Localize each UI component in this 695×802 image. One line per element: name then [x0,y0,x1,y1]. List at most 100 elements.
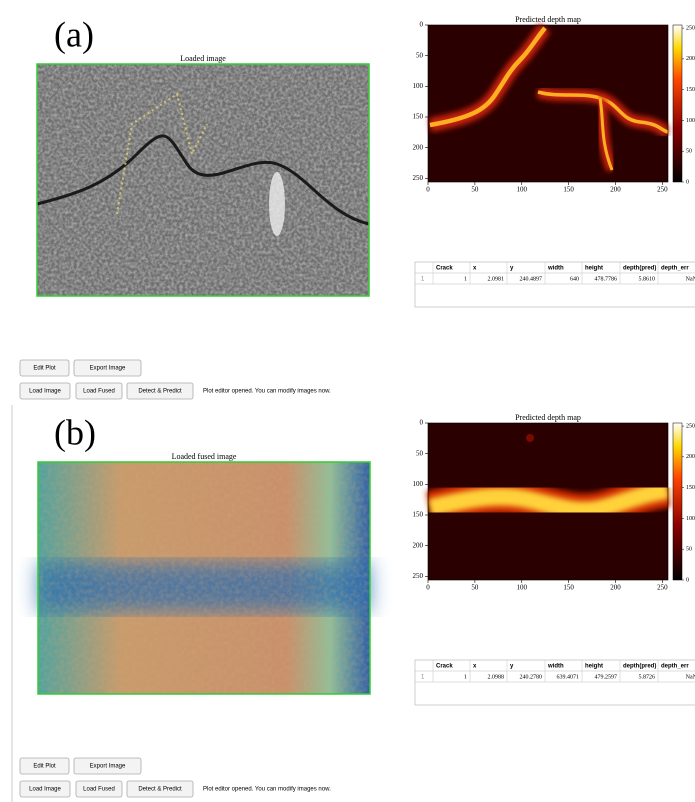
button[interactable]: Detect & Predict [127,781,193,797]
colorbar-tick-label: 100 [686,118,695,124]
column-header: depth_err [661,664,689,670]
colorbar-tick-label: 250 [686,25,695,31]
table-cell: 479.2597 [595,674,618,680]
y-tick-label: 100 [413,480,424,488]
x-tick-label: 100 [517,186,528,194]
table-cell: NaN [686,276,695,282]
button[interactable]: Load Image [20,781,70,797]
colorbar-tick-label: 0 [686,577,689,583]
button[interactable]: Export Image [74,360,141,376]
y-tick-label: 50 [416,449,424,457]
screenshot: (a)Loaded imagePredicted depth map050100… [0,0,695,802]
x-tick-label: 250 [657,186,668,194]
depth-map-title: Predicted depth map [515,15,581,24]
button-label[interactable]: Export Image [90,764,126,770]
y-tick-label: 200 [413,541,424,549]
panel-label: (b) [54,412,96,452]
column-header: Crack [436,664,453,670]
y-tick-label: 200 [413,143,424,151]
button-label[interactable]: Load Image [29,787,61,793]
table-cell: 5.8726 [639,674,656,680]
button-label[interactable]: Detect & Predict [138,787,182,793]
y-tick-label: 0 [420,419,424,427]
x-tick-label: 100 [517,584,528,592]
colorbar [673,25,682,182]
column-header: depth_err [661,266,689,272]
y-tick-label: 150 [413,511,424,519]
table-cell: 2.0988 [488,674,505,680]
table-cell: 240.4897 [520,276,543,282]
colorbar-tick-label: 200 [686,454,695,460]
table-cell: 639.4071 [557,674,580,680]
x-tick-label: 150 [563,584,574,592]
loaded-image [38,462,370,694]
y-tick-label: 250 [413,174,424,182]
y-tick-label: 250 [413,572,424,580]
column-header: depth(pred) [623,266,656,272]
image-texture [38,462,370,694]
colorbar [673,423,682,580]
table-cell: 2.0981 [488,276,505,282]
button[interactable]: Edit Plot [20,360,69,376]
table-cell: NaN [686,674,695,680]
colorbar-tick-label: 50 [686,547,692,553]
table-cell: 5.8610 [639,276,656,282]
button-label[interactable]: Edit Plot [33,366,56,372]
button[interactable]: Detect & Predict [127,383,193,399]
x-tick-label: 0 [426,584,430,592]
button-label[interactable]: Detect & Predict [138,389,182,395]
x-tick-label: 0 [426,186,430,194]
y-tick-label: 150 [413,113,424,121]
y-tick-label: 100 [413,82,424,90]
y-tick-label: 50 [416,51,424,59]
button[interactable]: Edit Plot [20,758,69,774]
depth-spot [526,434,534,442]
button[interactable]: Load Fused [76,383,122,399]
colorbar-tick-label: 150 [686,87,695,93]
button-label[interactable]: Export Image [90,366,126,372]
depth-map-title: Predicted depth map [515,413,581,422]
table-cell: 1 [464,276,467,282]
y-tick-label: 0 [420,21,424,29]
x-tick-label: 150 [563,186,574,194]
colorbar-tick-label: 100 [686,516,695,522]
status-text: Plot editor opened. You can modify image… [203,787,331,793]
loaded-image [37,64,369,296]
table-cell: 240.2780 [520,674,543,680]
colorbar-tick-label: 50 [686,149,692,155]
page: (a)Loaded imagePredicted depth map050100… [0,0,695,802]
panel-label: (a) [54,14,94,54]
panel: (b) Loaded fused image Predicted depth map… [20,412,695,797]
column-header: height [585,266,603,272]
image-title: Loaded image [180,54,226,63]
column-header: depth(pred) [623,664,656,670]
x-tick-label: 250 [657,584,668,592]
image-texture [37,64,369,296]
column-header: width [547,266,564,272]
column-header: Crack [436,266,453,272]
x-tick-label: 50 [471,584,479,592]
marking [269,172,285,236]
button-label[interactable]: Edit Plot [33,764,56,770]
colorbar-tick-label: 250 [686,423,695,429]
x-tick-label: 200 [610,584,621,592]
column-header: width [547,664,564,670]
table-cell: 478.7786 [595,276,618,282]
colorbar-tick-label: 150 [686,485,695,491]
button[interactable]: Export Image [74,758,141,774]
x-tick-label: 200 [610,186,621,194]
table-cell: 640 [570,276,579,282]
button-label[interactable]: Load Fused [83,389,115,395]
column-header: height [585,664,603,670]
button-label[interactable]: Load Fused [83,787,115,793]
colorbar-tick-label: 200 [686,56,695,62]
status-text: Plot editor opened. You can modify image… [203,389,331,395]
table-cell: 1 [464,674,467,680]
colorbar-tick-label: 0 [686,179,689,185]
button-label[interactable]: Load Image [29,389,61,395]
x-tick-label: 50 [471,186,479,194]
button[interactable]: Load Fused [76,781,122,797]
button[interactable]: Load Image [20,383,70,399]
image-title: Loaded fused image [172,452,237,461]
